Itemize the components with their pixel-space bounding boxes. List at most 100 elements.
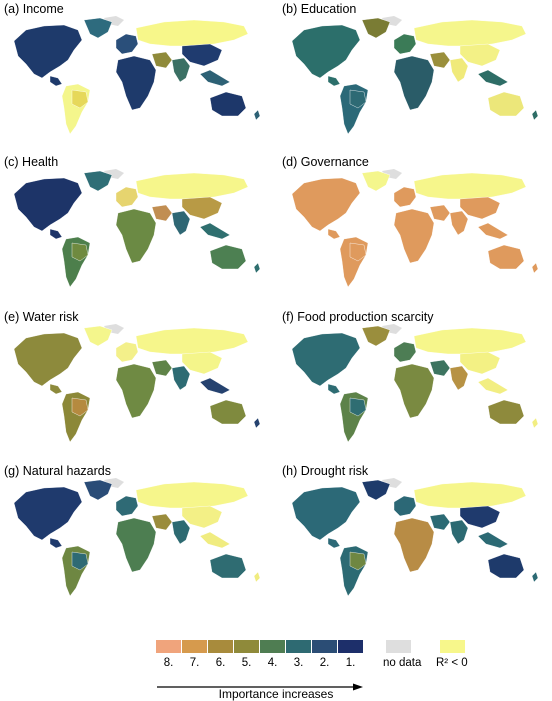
- region-in: [171, 519, 191, 545]
- region-in: [171, 57, 191, 83]
- region-eu: [115, 495, 139, 517]
- region-na: [327, 537, 341, 549]
- region-af: [393, 363, 435, 419]
- panel-income: (a) Income: [4, 2, 274, 152]
- region-me: [151, 359, 173, 377]
- region-br: [349, 242, 367, 262]
- region-eu: [393, 186, 417, 208]
- region-ru: [413, 19, 527, 47]
- region-cn: [181, 505, 223, 529]
- legend-rank-label: 8.: [163, 657, 174, 669]
- panel-title: (a) Income: [4, 2, 64, 16]
- region-cn: [181, 351, 223, 375]
- region-au: [487, 399, 525, 425]
- world-map: [13, 478, 261, 597]
- region-br: [71, 551, 89, 571]
- region-ru: [135, 481, 249, 509]
- panel-governance: (d) Governance: [282, 155, 552, 305]
- region-na: [13, 486, 83, 541]
- region-sea: [477, 69, 509, 87]
- region-sea: [531, 262, 539, 274]
- region-eu: [393, 341, 417, 363]
- legend-rank-label: 7.: [189, 657, 200, 669]
- region-eu: [115, 33, 139, 55]
- region-in: [449, 57, 469, 83]
- region-ru: [413, 327, 527, 355]
- region-na: [291, 486, 361, 541]
- region-br: [349, 89, 367, 109]
- panel-health: (c) Health: [4, 155, 274, 305]
- legend-no-data-swatch: [386, 640, 411, 653]
- panel-education: (b) Education: [282, 2, 552, 152]
- region-green: [83, 170, 113, 192]
- region-sea: [253, 571, 261, 583]
- panel-water-risk: (e) Water risk: [4, 310, 274, 460]
- region-au: [487, 553, 525, 579]
- region-na: [327, 228, 341, 240]
- region-na: [327, 383, 341, 395]
- legend-swatch-2: [312, 640, 337, 653]
- region-br: [71, 242, 89, 262]
- region-me: [429, 359, 451, 377]
- world-map: [291, 169, 539, 288]
- legend-rank-label: 6.: [215, 657, 226, 669]
- region-in: [171, 365, 191, 391]
- region-au: [487, 244, 525, 270]
- legend-rank-label: 4.: [267, 657, 278, 669]
- region-af: [393, 208, 435, 264]
- legend-rank-label: 1.: [345, 657, 356, 669]
- region-af: [115, 55, 157, 111]
- region-af: [393, 55, 435, 111]
- region-eu: [115, 341, 139, 363]
- region-au: [487, 91, 525, 117]
- region-au: [209, 91, 247, 117]
- importance-label: Importance increases: [218, 687, 334, 701]
- region-br: [71, 89, 89, 109]
- region-me: [151, 204, 173, 222]
- legend-rank-label: 2.: [319, 657, 330, 669]
- region-sea: [477, 531, 509, 549]
- region-green: [83, 17, 113, 39]
- world-map: [291, 478, 539, 597]
- legend-r2-swatch: [440, 640, 465, 653]
- region-na: [49, 228, 63, 240]
- region-cn: [181, 43, 223, 67]
- region-na: [49, 383, 63, 395]
- region-br: [349, 397, 367, 417]
- region-ru: [135, 172, 249, 200]
- legend-rank-label: 3.: [293, 657, 304, 669]
- panel-food-production-scarcity: (f) Food production scarcity: [282, 310, 552, 460]
- region-af: [115, 208, 157, 264]
- region-ru: [413, 481, 527, 509]
- panel-title: (g) Natural hazards: [4, 464, 111, 478]
- panel-title: (e) Water risk: [4, 310, 79, 324]
- panel-natural-hazards: (g) Natural hazards: [4, 464, 274, 614]
- legend-swatch-1: [338, 640, 363, 653]
- region-na: [327, 75, 341, 87]
- region-eu: [393, 33, 417, 55]
- region-br: [349, 551, 367, 571]
- panel-title: (c) Health: [4, 155, 59, 169]
- region-na: [49, 75, 63, 87]
- region-cn: [459, 196, 501, 220]
- panel-title: (b) Education: [282, 2, 357, 16]
- region-sea: [199, 69, 231, 87]
- region-na: [13, 24, 83, 79]
- region-me: [429, 513, 451, 531]
- region-me: [151, 513, 173, 531]
- region-in: [449, 365, 469, 391]
- region-sea: [199, 377, 231, 395]
- region-sea: [531, 417, 539, 429]
- region-na: [13, 177, 83, 232]
- region-sea: [477, 377, 509, 395]
- world-map: [291, 324, 539, 443]
- region-cn: [459, 505, 501, 529]
- region-ru: [135, 327, 249, 355]
- region-au: [209, 399, 247, 425]
- importance-arrow: [157, 683, 363, 691]
- region-sea: [253, 262, 261, 274]
- region-au: [209, 553, 247, 579]
- region-na: [291, 24, 361, 79]
- region-cn: [459, 351, 501, 375]
- world-map: [291, 16, 539, 135]
